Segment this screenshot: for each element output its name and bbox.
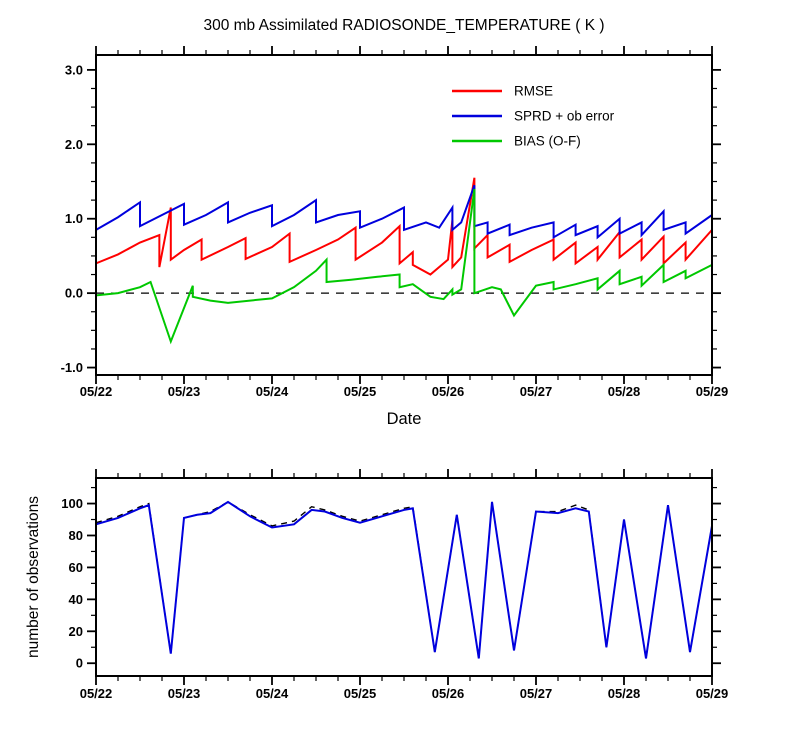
x-tick-label: 05/22 [80,686,113,701]
y-tick-label: 20 [69,624,83,639]
x-tick-label: 05/23 [168,384,201,399]
bias-o-f-line [95,188,713,345]
x-tick-label: 05/25 [344,384,377,399]
x-tick-label: 05/22 [80,384,113,399]
y-tick-label: 60 [69,560,83,575]
y-tick-label: 2.0 [65,137,83,152]
x-tick-label: 05/24 [256,686,289,701]
x-tick-label: 05/26 [432,384,465,399]
x-tick-label: 05/29 [696,686,729,701]
x-tick-label: 05/28 [608,686,641,701]
y-tick-label: 1.0 [65,211,83,226]
y-tick-label: 100 [61,496,83,511]
x-tick-label: 05/27 [520,686,553,701]
x-tick-label: 05/23 [168,686,201,701]
legend-label-bias-o-f: BIAS (O-F) [514,134,581,149]
legend-label-sprd-ob-error: SPRD + ob error [514,109,615,124]
y-axis-title: number of observations [25,496,42,658]
x-tick-label: 05/25 [344,686,377,701]
observations-solid-line [95,500,713,659]
chart-title: 300 mb Assimilated RADIOSONDE_TEMPERATUR… [203,17,604,34]
x-tick-label: 05/27 [520,384,553,399]
rmse-line [95,177,713,276]
x-tick-label: 05/29 [696,384,729,399]
y-tick-label: -1.0 [61,360,83,375]
bottom-chart: 05/22 05/23 05/24 05/25 05/26 05/27 05/28 05/29… [25,469,729,701]
y-tick-label: 40 [69,592,83,607]
x-tick-label: 05/26 [432,686,465,701]
y-tick-label: 0.0 [65,286,83,301]
x-tick-label: 05/28 [608,384,641,399]
top-chart: 05/22 05/23 05/24 05/25 05/26 05/27 05/28 05/29… [61,17,729,428]
x-tick-label: 05/24 [256,384,289,399]
y-tick-label: 0 [76,656,83,671]
legend-label-rmse: RMSE [514,84,553,99]
sprd-ob-error-line [95,184,713,240]
y-tick-label: 3.0 [65,62,83,77]
observations-dashed-line [95,501,713,659]
x-axis-title: Date [387,410,422,428]
y-tick-label: 80 [69,528,83,543]
